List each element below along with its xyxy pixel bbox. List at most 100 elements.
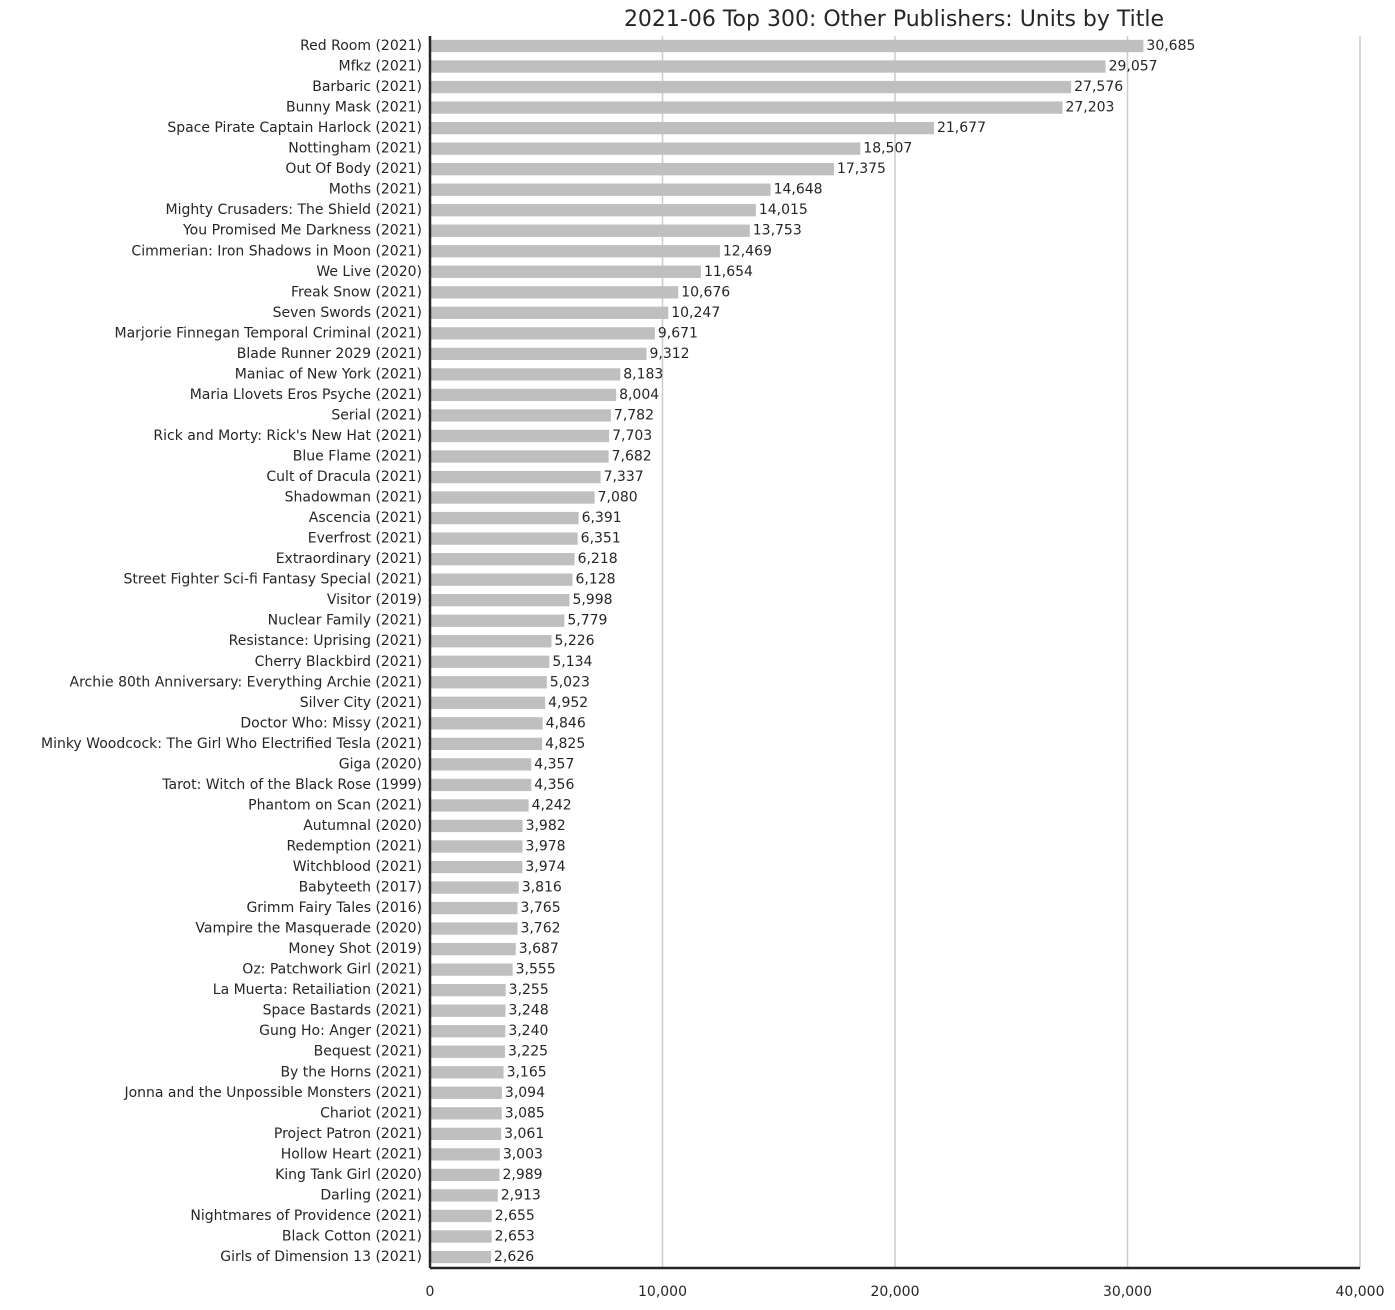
bar — [430, 224, 750, 237]
value-label: 21,677 — [937, 120, 986, 136]
value-label: 29,057 — [1109, 59, 1158, 75]
bar — [430, 347, 647, 361]
y-tick-label: Serial (2021) — [331, 407, 422, 423]
bar — [430, 635, 552, 648]
value-label: 27,203 — [1065, 100, 1114, 116]
bar — [430, 204, 756, 217]
bar — [430, 881, 519, 894]
bar — [430, 1004, 506, 1017]
bar — [430, 327, 655, 340]
y-tick-label: Bequest (2021) — [314, 1044, 422, 1060]
y-tick-label: Project Patron (2021) — [274, 1126, 422, 1142]
y-tick-label: Darling (2021) — [320, 1187, 422, 1203]
y-tick-label: Blue Flame (2021) — [293, 449, 422, 465]
value-label: 3,094 — [505, 1085, 545, 1101]
value-label: 4,357 — [534, 756, 574, 772]
value-label: 7,337 — [604, 469, 644, 485]
y-tick-label: La Muerta: Retailiation (2021) — [213, 982, 422, 998]
value-label: 3,687 — [519, 941, 559, 957]
bar — [430, 450, 609, 463]
y-tick-label: Archie 80th Anniversary: Everything Arch… — [70, 674, 422, 690]
bar — [430, 121, 934, 135]
value-label: 3,555 — [516, 962, 556, 978]
value-label: 18,507 — [863, 141, 912, 157]
value-label: 3,061 — [504, 1126, 544, 1142]
bar — [430, 265, 701, 278]
y-tick-label: Seven Swords (2021) — [273, 305, 422, 321]
bar — [430, 80, 1072, 94]
value-label: 3,978 — [525, 838, 565, 854]
y-tick-label: Phantom on Scan (2021) — [248, 797, 422, 813]
y-tick-label: Maria Llovets Eros Psyche (2021) — [190, 387, 422, 403]
bar — [430, 511, 579, 525]
y-tick-label: Freak Snow (2021) — [291, 284, 422, 300]
y-tick-label: Doctor Who: Missy (2021) — [240, 715, 422, 731]
y-tick-label: Giga (2020) — [339, 756, 422, 772]
value-label: 8,183 — [623, 366, 663, 382]
bar — [430, 183, 771, 196]
y-tick-label: Blade Runner 2029 (2021) — [237, 346, 422, 362]
bar — [430, 758, 532, 771]
y-tick-label: Minky Woodcock: The Girl Who Electrified… — [41, 736, 422, 752]
value-label: 3,762 — [520, 921, 560, 937]
y-tick-label: Redemption (2021) — [286, 838, 422, 854]
bar — [430, 573, 573, 586]
bar — [430, 532, 578, 545]
value-label: 27,576 — [1074, 79, 1123, 95]
y-tick-label: Cherry Blackbird (2021) — [255, 654, 422, 670]
y-tick-label: Chariot (2021) — [320, 1105, 422, 1121]
y-tick-label: Vampire the Masquerade (2020) — [195, 921, 422, 937]
y-tick-label: Shadowman (2021) — [285, 490, 422, 506]
bar — [430, 594, 570, 607]
y-tick-label: Maniac of New York (2021) — [235, 366, 422, 382]
y-tick-label: Hollow Heart (2021) — [281, 1146, 422, 1162]
bar — [430, 388, 617, 402]
bar — [430, 286, 679, 299]
y-tick-label: Babyteeth (2017) — [299, 880, 422, 896]
value-label: 7,782 — [614, 407, 654, 423]
x-tick-label: 20,000 — [871, 1284, 920, 1300]
x-tick-label: 30,000 — [1103, 1284, 1152, 1300]
bar — [430, 717, 543, 730]
value-label: 7,703 — [612, 428, 652, 444]
bar — [430, 737, 543, 751]
bar — [430, 1025, 506, 1038]
y-tick-label: Money Shot (2019) — [288, 941, 422, 957]
bar — [430, 655, 550, 668]
y-tick-label: Extraordinary (2021) — [276, 551, 422, 567]
bar — [430, 696, 546, 709]
value-label: 11,654 — [704, 264, 753, 280]
y-tick-label: By the Horns (2021) — [280, 1064, 422, 1080]
value-label: 4,846 — [546, 715, 586, 731]
value-label: 7,682 — [612, 449, 652, 465]
value-label: 8,004 — [619, 387, 659, 403]
value-label: 3,982 — [526, 818, 566, 834]
bar — [430, 922, 518, 935]
value-label: 6,391 — [582, 510, 622, 526]
value-label: 5,779 — [567, 613, 607, 629]
value-label: 9,312 — [650, 346, 690, 362]
value-label: 9,671 — [658, 325, 698, 341]
y-tick-label: Bunny Mask (2021) — [286, 100, 422, 116]
y-tick-label: Oz: Patchwork Girl (2021) — [242, 962, 422, 978]
bar — [430, 1250, 492, 1264]
y-tick-label: Nightmares of Providence (2021) — [190, 1208, 422, 1224]
y-tick-label: Mfkz (2021) — [339, 59, 422, 75]
y-tick-label: Jonna and the Unpossible Monsters (2021) — [123, 1085, 422, 1101]
value-label: 14,015 — [759, 202, 808, 218]
value-label: 3,974 — [525, 859, 565, 875]
y-tick-label: Space Bastards (2021) — [263, 1003, 422, 1019]
bar — [430, 470, 601, 484]
bar — [430, 1086, 502, 1099]
value-label: 6,351 — [581, 531, 621, 547]
value-label: 3,085 — [505, 1105, 545, 1121]
value-label: 5,023 — [550, 674, 590, 690]
y-tick-label: Cimmerian: Iron Shadows in Moon (2021) — [131, 243, 422, 259]
y-tick-label: We Live (2020) — [316, 264, 422, 280]
value-label: 2,989 — [502, 1167, 542, 1183]
bar — [430, 409, 611, 422]
y-tick-label: Mighty Crusaders: The Shield (2021) — [166, 202, 422, 218]
bar — [430, 1230, 492, 1243]
x-tick-label: 10,000 — [638, 1284, 687, 1300]
